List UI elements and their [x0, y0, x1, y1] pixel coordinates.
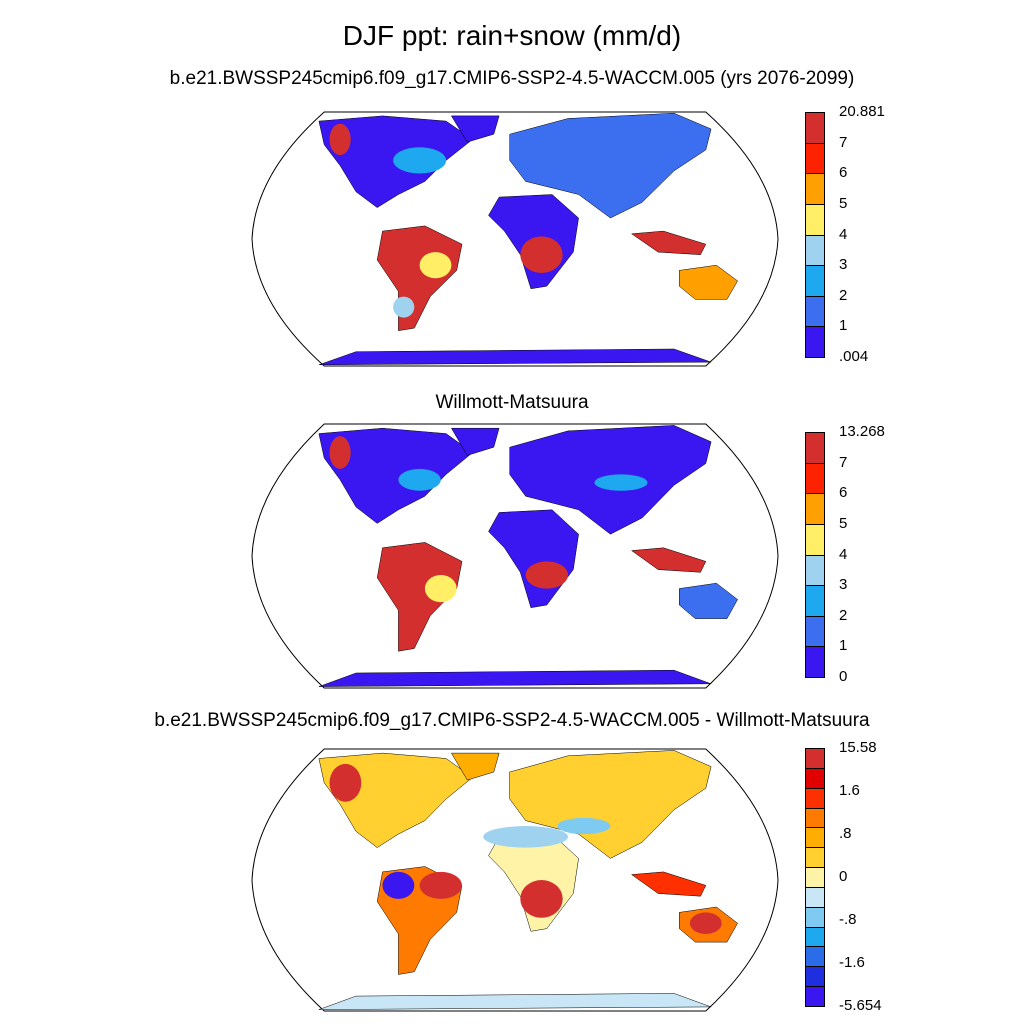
colorbar-tick-label: .8 — [839, 825, 852, 842]
colorbar-swatch — [805, 493, 825, 525]
colorbar-swatch — [805, 946, 825, 968]
landmass-namerica — [318, 427, 474, 524]
colorbar-swatch — [805, 203, 825, 236]
colorbar-tick-label: 3 — [839, 576, 848, 594]
precip-region — [393, 296, 415, 318]
colorbar-swatch — [805, 926, 825, 948]
colorbar-tick-label: 5 — [839, 194, 848, 212]
landmass-antarctica — [318, 993, 712, 1010]
precip-region — [382, 871, 415, 899]
landmass-eurasia — [509, 112, 712, 219]
landmass-antarctica — [318, 669, 712, 687]
precip-region — [329, 123, 351, 156]
map-panel-2 — [251, 423, 779, 689]
colorbar-swatch — [805, 646, 825, 678]
colorbar-swatch — [805, 807, 825, 829]
colorbar-tick-label: 7 — [839, 453, 848, 471]
precip-region — [520, 880, 563, 918]
colorbar-swatch — [805, 787, 825, 809]
colorbar-swatch — [805, 173, 825, 205]
landmass-seasia — [630, 547, 707, 573]
colorbar-tick-label: 1.6 — [839, 782, 860, 799]
colorbar-swatch — [805, 265, 825, 297]
colorbar-swatch — [805, 432, 825, 464]
colorbar-tick-label: -1.6 — [839, 954, 865, 971]
colorbar-tick-label: 20.881 — [839, 103, 885, 120]
landmass-australia — [679, 582, 738, 619]
colorbar-tick-label: 6 — [839, 484, 848, 502]
colorbar-swatch — [805, 986, 825, 1007]
colorbar-swatch — [805, 554, 825, 587]
precip-region — [483, 826, 568, 848]
precip-region — [424, 575, 457, 603]
map-panel-1 — [251, 111, 779, 367]
colorbar-swatch — [805, 462, 825, 495]
colorbar-swatch — [805, 234, 825, 267]
landmass-eurasia — [509, 750, 712, 859]
colorbar-tick-label: .004 — [839, 348, 869, 365]
landmass-greenland — [450, 427, 500, 456]
landmass-seasia — [630, 871, 707, 897]
colorbar-tick-label: 2 — [839, 606, 848, 624]
landmass-samerica — [376, 542, 463, 652]
precip-region — [525, 561, 568, 589]
precip-region — [329, 763, 362, 802]
colorbar-tick-label: -5.654 — [839, 997, 882, 1014]
colorbar-swatch — [805, 112, 825, 144]
panel-1-title: b.e21.BWSSP245cmip6.f09_g17.CMIP6-SSP2-4… — [169, 68, 855, 89]
landmass-seasia — [630, 230, 707, 255]
precip-region — [520, 236, 563, 273]
colorbar-tick-label: 6 — [839, 164, 848, 182]
colorbar-swatch — [805, 847, 825, 869]
precip-region — [557, 817, 611, 835]
panel-3-title: b.e21.BWSSP245cmip6.f09_g17.CMIP6-SSP2-4… — [154, 710, 870, 731]
colorbar-tick-label: -.8 — [839, 911, 857, 928]
colorbar-swatch — [805, 767, 825, 789]
precip-region — [329, 436, 351, 469]
colorbar-tick-label: 3 — [839, 256, 848, 274]
precip-region — [594, 474, 648, 491]
colorbar-tick-label: 1 — [839, 317, 848, 335]
colorbar-swatch — [805, 523, 825, 556]
colorbar-swatch — [805, 906, 825, 928]
colorbar-tick-label: 0 — [839, 668, 848, 685]
colorbar-tick-label: 2 — [839, 286, 848, 304]
colorbar-tick-label: 5 — [839, 514, 848, 532]
figure-title: DJF ppt: rain+snow (mm/d) — [342, 20, 682, 51]
colorbar-swatch — [805, 748, 825, 769]
colorbar-swatch — [805, 142, 825, 175]
landmass-greenland — [450, 115, 500, 143]
colorbar-swatch — [805, 326, 825, 358]
colorbar-swatch — [805, 615, 825, 648]
colorbar-tick-label: 0 — [839, 868, 848, 885]
colorbar-tick-label: 4 — [839, 225, 848, 243]
colorbar-swatch — [805, 827, 825, 849]
colorbar-tick-label: 1 — [839, 637, 848, 655]
precip-region — [393, 147, 447, 174]
colorbar-tick-label: 7 — [839, 133, 848, 151]
colorbar-swatch — [805, 295, 825, 328]
landmass-antarctica — [318, 348, 712, 366]
colorbar-tick-label: 13.268 — [839, 423, 885, 440]
precip-region — [398, 468, 441, 491]
colorbar-tick-label: 15.58 — [839, 739, 877, 756]
landmass-greenland — [450, 752, 500, 781]
colorbar-swatch — [805, 966, 825, 988]
landmass-australia — [679, 264, 738, 300]
panel-2-title: Willmott-Matsuura — [435, 392, 589, 413]
precip-region — [419, 252, 452, 279]
precip-region — [689, 912, 722, 934]
precip-region — [419, 871, 462, 899]
colorbar-swatch — [805, 585, 825, 617]
colorbar-swatch — [805, 867, 825, 888]
colorbar-swatch — [805, 886, 825, 908]
map-panel-3-difference — [251, 748, 779, 1012]
colorbar-tick-label: 4 — [839, 545, 848, 563]
